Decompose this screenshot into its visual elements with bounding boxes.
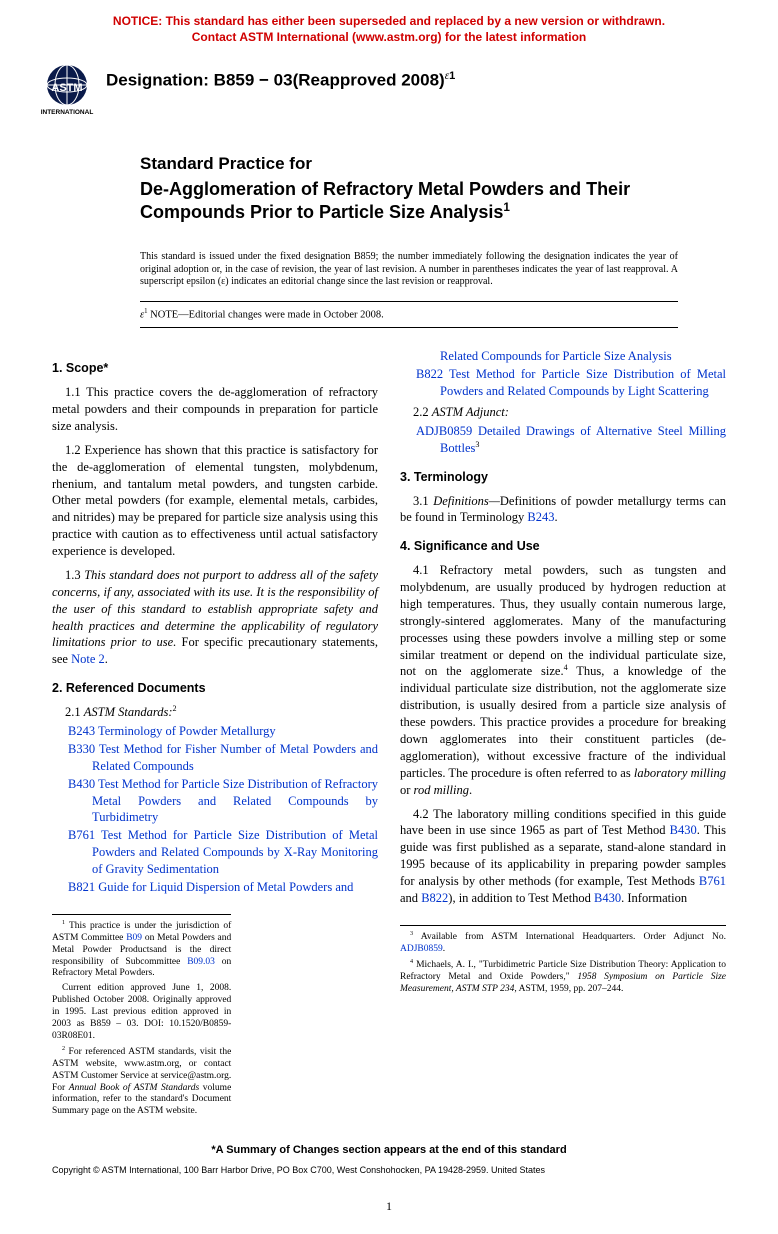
designation: Designation: B859 − 03(Reapproved 2008)ε… (106, 63, 455, 93)
footnote-3: 3 Available from ASTM International Head… (400, 931, 726, 956)
sig-p2: 4.2 The laboratory milling conditions sp… (400, 806, 726, 907)
footnote-1b: Current edition approved June 1, 2008. P… (52, 983, 231, 1042)
title-prefix: Standard Practice for (140, 153, 678, 176)
svg-text:ASTM: ASTM (51, 82, 82, 94)
refs-head: 2. Referenced Documents (52, 680, 378, 697)
note-label: NOTE— (148, 309, 189, 320)
title-text: De-Agglomeration of Refractory Metal Pow… (140, 179, 630, 222)
ref-adjunct[interactable]: ADJB0859 Detailed Drawings of Alternativ… (400, 423, 726, 457)
refs-sub1: 2.1 ASTM Standards:2 (52, 704, 378, 721)
refs-sub2: 2.2 ASTM Adjunct: (400, 404, 726, 421)
ref-b761[interactable]: B761 Test Method for Particle Size Distr… (52, 827, 378, 878)
title-block: Standard Practice for De-Agglomeration o… (0, 125, 778, 237)
ref-b822[interactable]: B822 Test Method for Particle Size Distr… (400, 366, 726, 400)
footnote-4: 4 Michaels, A. I., "Turbidimetric Partic… (400, 959, 726, 996)
ref-b330[interactable]: B330 Test Method for Fisher Number of Me… (52, 741, 378, 775)
ref-b243[interactable]: B243 Terminology of Powder Metallurgy (52, 723, 378, 740)
page-number: 1 (0, 1188, 778, 1234)
b822-link[interactable]: B822 (421, 891, 448, 905)
note-text: Editorial changes were made in October 2… (189, 309, 384, 320)
b430-link2[interactable]: B430 (594, 891, 621, 905)
footnotes-right: 3 Available from ASTM International Head… (400, 925, 726, 996)
adjunct-link[interactable]: ADJB0859 (400, 944, 443, 954)
bottom-block: *A Summary of Changes section appears at… (0, 1121, 778, 1188)
footnotes-left: 1 This practice is under the jurisdictio… (52, 914, 231, 1118)
editorial-note: ε1 NOTE—Editorial changes were made in O… (140, 301, 678, 329)
footnote-1: 1 This practice is under the jurisdictio… (52, 920, 231, 981)
header-row: ASTM INTERNATIONAL Designation: B859 − 0… (0, 51, 778, 125)
note2-link[interactable]: Note 2 (71, 652, 105, 666)
sig-p1: 4.1 Refractory metal powders, such as tu… (400, 562, 726, 798)
b430-link1[interactable]: B430 (670, 823, 697, 837)
designation-sup: 1 (449, 70, 455, 82)
scope-p1: 1.1 This practice covers the de-agglomer… (52, 384, 378, 435)
title-sup: 1 (503, 201, 510, 214)
scope-p2: 1.2 Experience has shown that this pract… (52, 442, 378, 560)
ref-b821-part1[interactable]: B821 Guide for Liquid Dispersion of Meta… (52, 879, 378, 896)
left-column: 1. Scope* 1.1 This practice covers the d… (52, 348, 378, 1121)
scope-head: 1. Scope* (52, 360, 378, 377)
b243-link[interactable]: B243 (527, 510, 554, 524)
term-p1: 3.1 Definitions—Definitions of powder me… (400, 493, 726, 527)
body-columns: 1. Scope* 1.1 This practice covers the d… (0, 348, 778, 1121)
sig-head: 4. Significance and Use (400, 538, 726, 555)
ref-b430[interactable]: B430 Test Method for Particle Size Distr… (52, 776, 378, 827)
right-column: Related Compounds for Particle Size Anal… (400, 348, 726, 1121)
notice-banner: NOTICE: This standard has either been su… (0, 0, 778, 51)
footnote-2: 2 For referenced ASTM standards, visit t… (52, 1046, 231, 1118)
issuance-statement: This standard is issued under the fixed … (0, 237, 778, 295)
b761-link[interactable]: B761 (699, 874, 726, 888)
title-main: De-Agglomeration of Refractory Metal Pow… (140, 178, 678, 223)
scope-p3: 1.3 This standard does not purport to ad… (52, 567, 378, 668)
ref-b821-part2[interactable]: Related Compounds for Particle Size Anal… (400, 348, 726, 365)
svg-text:INTERNATIONAL: INTERNATIONAL (41, 109, 94, 116)
subcommittee-link[interactable]: B09.03 (187, 957, 215, 967)
astm-logo: ASTM INTERNATIONAL (40, 63, 94, 117)
notice-line2: Contact ASTM International (www.astm.org… (192, 30, 586, 44)
committee-b09-link[interactable]: B09 (126, 933, 142, 943)
notice-line1: NOTICE: This standard has either been su… (113, 14, 665, 28)
term-head: 3. Terminology (400, 469, 726, 486)
designation-text: Designation: B859 − 03(Reapproved 2008) (106, 71, 445, 90)
summary-line: *A Summary of Changes section appears at… (52, 1143, 726, 1158)
copyright: Copyright © ASTM International, 100 Barr… (52, 1164, 726, 1176)
